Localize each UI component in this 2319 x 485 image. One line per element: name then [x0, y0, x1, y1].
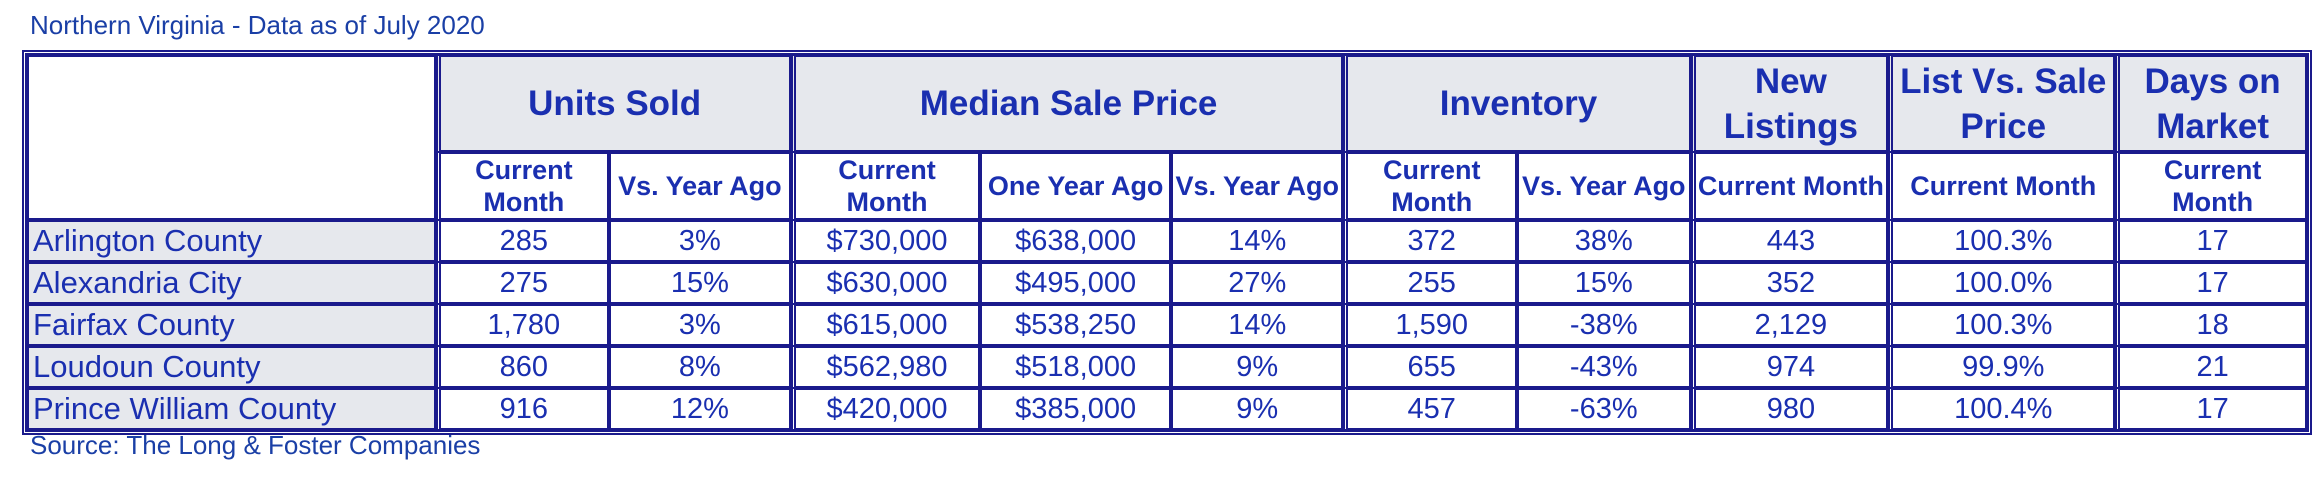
sub-header-new-listings-current-month: Current Month: [1690, 152, 1889, 220]
cell-inventory-vs-year-ago: -63%: [1517, 388, 1691, 430]
cell-price-current-month: $630,000: [790, 262, 981, 304]
market-data-table: Units Sold Median Sale Price Inventory N…: [22, 50, 2312, 435]
group-header-row: Units Sold Median Sale Price Inventory N…: [27, 55, 2307, 220]
cell-units-current-month: 285: [435, 220, 610, 262]
cell-new-listings-current-month: 352: [1690, 262, 1889, 304]
group-inventory: Inventory: [1343, 55, 1691, 152]
cell-list-vs-sale-current-month: 99.9%: [1888, 346, 2116, 388]
cell-list-vs-sale-current-month: 100.3%: [1888, 304, 2116, 346]
cell-units-vs-year-ago: 15%: [609, 262, 791, 304]
cell-units-current-month: 916: [435, 388, 610, 430]
cell-inventory-vs-year-ago: 38%: [1517, 220, 1691, 262]
cell-days-on-market-current-month: 18: [2115, 304, 2307, 346]
sub-header-dom-current-month: Current Month: [2115, 152, 2307, 220]
cell-units-current-month: 860: [435, 346, 610, 388]
cell-units-vs-year-ago: 3%: [609, 220, 791, 262]
cell-new-listings-current-month: 974: [1690, 346, 1889, 388]
cell-days-on-market-current-month: 17: [2115, 262, 2307, 304]
sub-header-inventory-vs-year-ago: Vs. Year Ago: [1517, 152, 1691, 220]
sub-header-units-current-month: Current Month: [435, 152, 610, 220]
cell-inventory-vs-year-ago: -38%: [1517, 304, 1691, 346]
cell-list-vs-sale-current-month: 100.4%: [1888, 388, 2116, 430]
cell-days-on-market-current-month: 17: [2115, 388, 2307, 430]
cell-list-vs-sale-current-month: 100.3%: [1888, 220, 2116, 262]
sub-header-units-vs-year-ago: Vs. Year Ago: [609, 152, 791, 220]
cell-price-one-year-ago: $538,250: [980, 304, 1171, 346]
table-row: Loudoun County 860 8% $562,980 $518,000 9% 655…: [27, 346, 2307, 388]
row-label: Loudoun County: [27, 346, 436, 388]
cell-price-one-year-ago: $385,000: [980, 388, 1171, 430]
sub-header-price-current-month: Current Month: [790, 152, 981, 220]
cell-price-current-month: $562,980: [790, 346, 981, 388]
cell-units-vs-year-ago: 12%: [609, 388, 791, 430]
cell-price-vs-year-ago: 14%: [1170, 220, 1344, 262]
cell-price-current-month: $420,000: [790, 388, 981, 430]
cell-inventory-vs-year-ago: 15%: [1517, 262, 1691, 304]
cell-inventory-current-month: 1,590: [1343, 304, 1517, 346]
cell-price-vs-year-ago: 27%: [1170, 262, 1344, 304]
cell-units-current-month: 1,780: [435, 304, 610, 346]
cell-inventory-vs-year-ago: -43%: [1517, 346, 1691, 388]
row-label: Prince William County: [27, 388, 436, 430]
sub-header-price-vs-year-ago: Vs. Year Ago: [1170, 152, 1344, 220]
cell-inventory-current-month: 372: [1343, 220, 1517, 262]
group-days-on-market: Days on Market: [2115, 55, 2307, 152]
cell-new-listings-current-month: 443: [1690, 220, 1889, 262]
table-title: Northern Virginia - Data as of July 2020: [30, 10, 485, 40]
cell-price-vs-year-ago: 9%: [1170, 388, 1344, 430]
cell-new-listings-current-month: 2,129: [1690, 304, 1889, 346]
sub-header-list-vs-sale-current-month: Current Month: [1888, 152, 2116, 220]
sub-header-inventory-current-month: Current Month: [1343, 152, 1517, 220]
cell-inventory-current-month: 255: [1343, 262, 1517, 304]
row-label: Alexandria City: [27, 262, 436, 304]
sub-header-price-one-year-ago: One Year Ago: [980, 152, 1171, 220]
cell-price-one-year-ago: $638,000: [980, 220, 1171, 262]
table-row: Alexandria City 275 15% $630,000 $495,000 27%…: [27, 262, 2307, 304]
cell-inventory-current-month: 457: [1343, 388, 1517, 430]
table-row: Arlington County 285 3% $730,000 $638,000 14%…: [27, 220, 2307, 262]
cell-price-one-year-ago: $495,000: [980, 262, 1171, 304]
cell-units-vs-year-ago: 8%: [609, 346, 791, 388]
group-median-sale-price: Median Sale Price: [790, 55, 1344, 152]
cell-new-listings-current-month: 980: [1690, 388, 1889, 430]
cell-inventory-current-month: 655: [1343, 346, 1517, 388]
sub-header-row: Current Month Vs. Year Ago Current Month…: [27, 152, 2307, 220]
corner-cell: [27, 55, 436, 220]
table-row: Prince William County 916 12% $420,000 $385,…: [27, 388, 2307, 430]
table-row: Fairfax County 1,780 3% $615,000 $538,250 14%…: [27, 304, 2307, 346]
cell-price-vs-year-ago: 14%: [1170, 304, 1344, 346]
cell-units-vs-year-ago: 3%: [609, 304, 791, 346]
cell-price-one-year-ago: $518,000: [980, 346, 1171, 388]
cell-price-current-month: $730,000: [790, 220, 981, 262]
cell-price-vs-year-ago: 9%: [1170, 346, 1344, 388]
cell-days-on-market-current-month: 17: [2115, 220, 2307, 262]
group-list-vs-sale-price: List Vs. Sale Price: [1888, 55, 2116, 152]
market-data-table-wrapper: Units Sold Median Sale Price Inventory N…: [22, 50, 2312, 435]
table-body: Arlington County 285 3% $730,000 $638,000 14%…: [27, 220, 2307, 430]
row-label: Fairfax County: [27, 304, 436, 346]
cell-days-on-market-current-month: 21: [2115, 346, 2307, 388]
cell-list-vs-sale-current-month: 100.0%: [1888, 262, 2116, 304]
row-label: Arlington County: [27, 220, 436, 262]
source-note: Source: The Long & Foster Companies: [30, 430, 481, 460]
cell-price-current-month: $615,000: [790, 304, 981, 346]
group-new-listings: New Listings: [1690, 55, 1889, 152]
group-units-sold: Units Sold: [435, 55, 791, 152]
cell-units-current-month: 275: [435, 262, 610, 304]
